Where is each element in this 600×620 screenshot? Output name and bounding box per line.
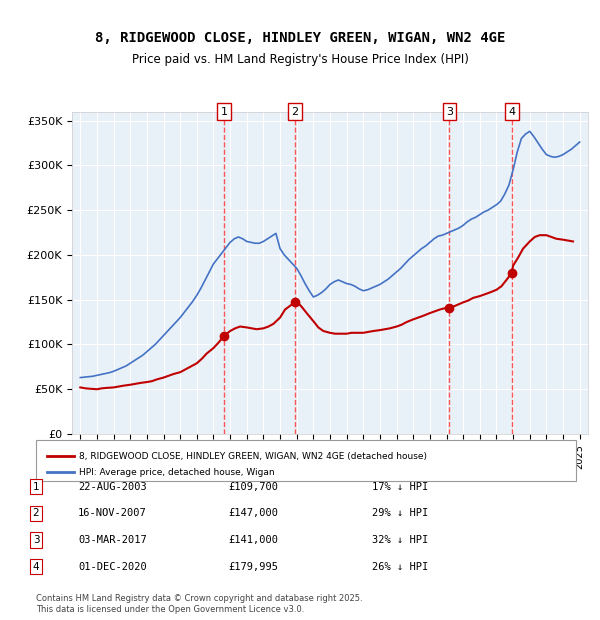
Text: 32% ↓ HPI: 32% ↓ HPI <box>372 535 428 545</box>
Text: 17% ↓ HPI: 17% ↓ HPI <box>372 482 428 492</box>
Text: 1: 1 <box>32 482 40 492</box>
Text: 16-NOV-2007: 16-NOV-2007 <box>78 508 147 518</box>
Text: £141,000: £141,000 <box>228 535 278 545</box>
Text: 22-AUG-2003: 22-AUG-2003 <box>78 482 147 492</box>
Text: Contains HM Land Registry data © Crown copyright and database right 2025.
This d: Contains HM Land Registry data © Crown c… <box>36 595 362 614</box>
Text: 3: 3 <box>32 535 40 545</box>
Text: 01-DEC-2020: 01-DEC-2020 <box>78 562 147 572</box>
Text: £147,000: £147,000 <box>228 508 278 518</box>
Text: 03-MAR-2017: 03-MAR-2017 <box>78 535 147 545</box>
Text: 8, RIDGEWOOD CLOSE, HINDLEY GREEN, WIGAN, WN2 4GE: 8, RIDGEWOOD CLOSE, HINDLEY GREEN, WIGAN… <box>95 31 505 45</box>
Text: £109,700: £109,700 <box>228 482 278 492</box>
Text: 1: 1 <box>221 107 227 117</box>
Text: 2: 2 <box>291 107 298 117</box>
Text: HPI: Average price, detached house, Wigan: HPI: Average price, detached house, Wiga… <box>79 468 275 477</box>
Text: 2: 2 <box>32 508 40 518</box>
Text: £179,995: £179,995 <box>228 562 278 572</box>
Text: Price paid vs. HM Land Registry's House Price Index (HPI): Price paid vs. HM Land Registry's House … <box>131 53 469 66</box>
Text: 29% ↓ HPI: 29% ↓ HPI <box>372 508 428 518</box>
Text: 4: 4 <box>508 107 515 117</box>
Text: 3: 3 <box>446 107 453 117</box>
Text: 26% ↓ HPI: 26% ↓ HPI <box>372 562 428 572</box>
FancyBboxPatch shape <box>36 440 576 480</box>
Text: 4: 4 <box>32 562 40 572</box>
Text: 8, RIDGEWOOD CLOSE, HINDLEY GREEN, WIGAN, WN2 4GE (detached house): 8, RIDGEWOOD CLOSE, HINDLEY GREEN, WIGAN… <box>79 452 427 461</box>
